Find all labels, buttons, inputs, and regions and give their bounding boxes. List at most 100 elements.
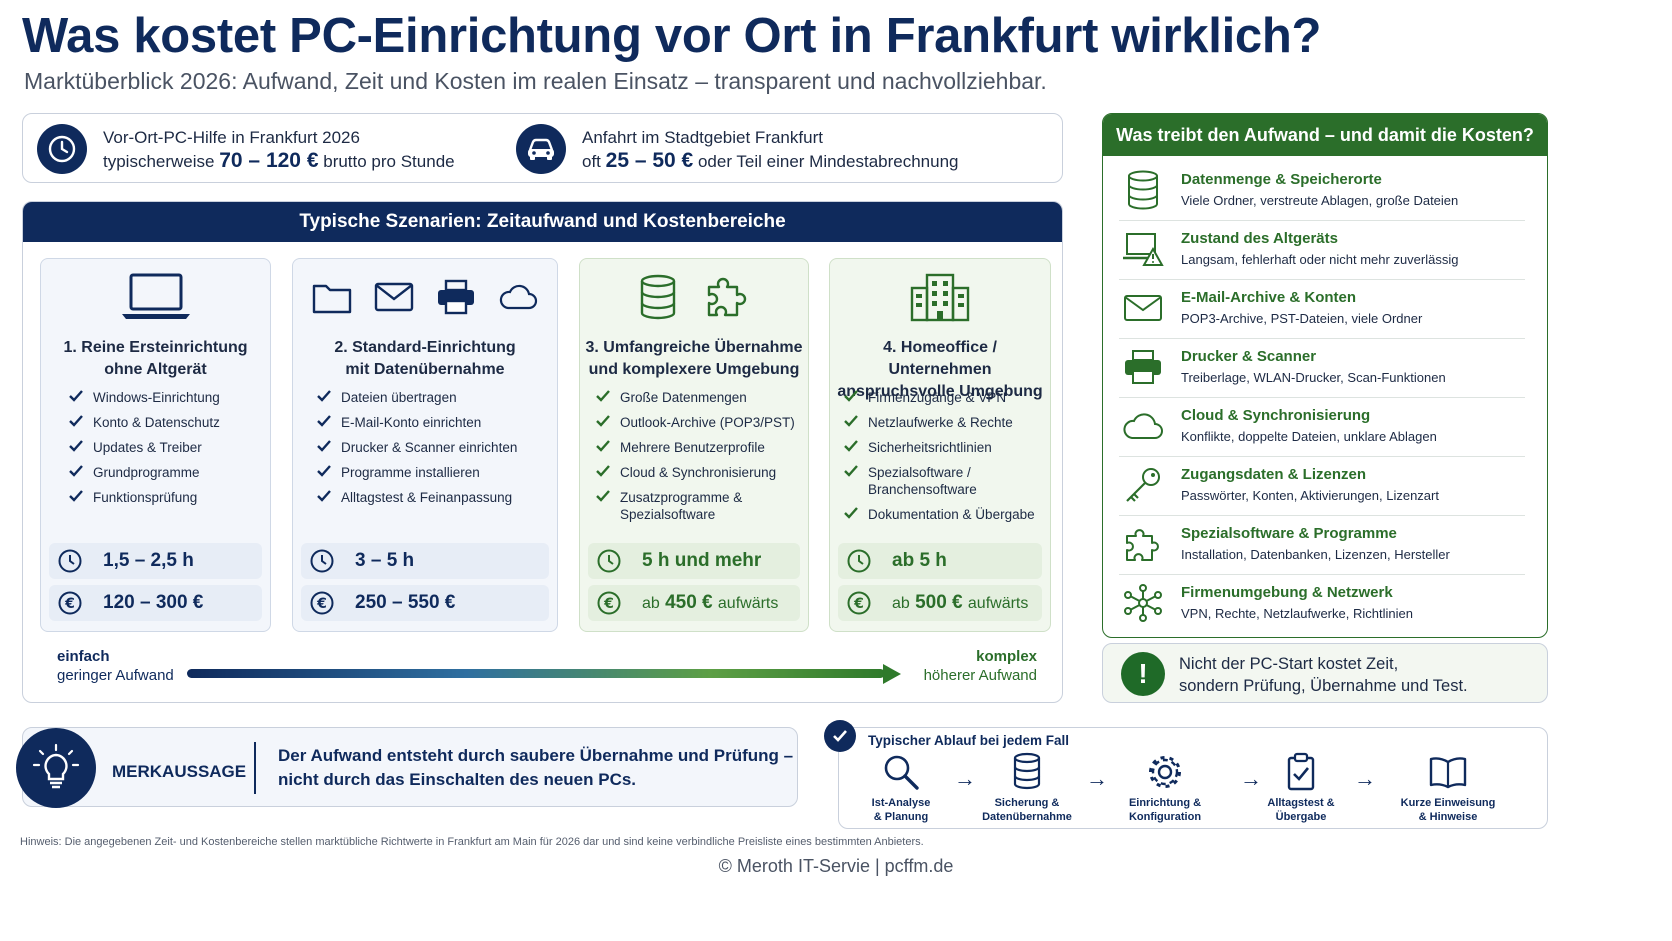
list-item: Dateien übertragen [315, 389, 551, 406]
list-item: Konto & Datenschutz [67, 414, 264, 431]
process-step: Sicherung & Datenübernahme [967, 752, 1087, 824]
car-icon [516, 124, 566, 174]
svg-text:€: € [316, 596, 327, 612]
process-flow-box [838, 727, 1548, 829]
printer-icon [438, 279, 474, 315]
search-icon [884, 755, 919, 790]
arrow-right-icon: → [1086, 766, 1108, 791]
euro-icon: € [58, 591, 82, 615]
hourly-value: 70 – 120 € [219, 148, 319, 172]
list-item: Zusatzprogramme & Spezialsoftware [594, 489, 744, 523]
clock-icon [597, 549, 621, 573]
book-icon [1429, 757, 1467, 789]
list-item: Grundprogramme [67, 464, 264, 481]
cloud-icon [1123, 413, 1163, 439]
time-estimate: 5 h und mehr [588, 543, 800, 579]
printer-icon [1125, 350, 1161, 384]
note-line2: sondern Prüfung, Übernahme und Test. [1179, 677, 1468, 695]
svg-text:€: € [64, 596, 75, 612]
database-icon [1013, 752, 1041, 790]
list-item: Mehrere Benutzerprofile [594, 439, 802, 456]
page-subtitle: Marktüberblick 2026: Aufwand, Zeit und K… [24, 68, 1047, 94]
process-step: Kurze Einweisung & Hinweise [1388, 752, 1508, 824]
svg-text:€: € [603, 596, 614, 612]
scale-right-title: komplex [976, 648, 1037, 665]
folder-icon [312, 284, 352, 314]
driver-item: Datenmenge & Speicherorte Viele Ordner, v… [1119, 162, 1525, 221]
travel-suffix: oder Teil einer Mindestabrechnung [697, 151, 959, 171]
hourly-title: Vor-Ort-PC-Hilfe in Frankfurt 2026 [103, 127, 360, 147]
clock-icon [847, 549, 871, 573]
card-title-line1: 4. Homeoffice / Unternehmen [883, 339, 997, 378]
page-title: Was kostet PC-Einrichtung vor Ort in Fra… [22, 9, 1322, 63]
driver-item: Zustand des Altgeräts Langsam, fehlerhaft… [1119, 221, 1525, 280]
list-item: Programme installieren [315, 464, 551, 481]
mail-icon [1124, 295, 1162, 321]
arrow-right-icon: → [1240, 766, 1262, 791]
clock-icon [58, 549, 82, 573]
key-statement-line1: Der Aufwand entsteht durch saubere Übern… [278, 746, 794, 765]
key-icon [1126, 468, 1160, 502]
card-title-line2: ohne Altgerät [104, 361, 207, 378]
arrow-right-icon: → [954, 766, 976, 791]
arrow-right-icon: → [1354, 766, 1376, 791]
list-item: Sicherheitsrichtlinien [842, 439, 1044, 456]
price-estimate: € 120 – 300 € [49, 585, 262, 621]
clock-icon [310, 549, 334, 573]
process-step: Ist-Analyse & Planung [841, 752, 961, 824]
scenarios-heading: Typische Szenarien: Zeitaufwand und Kost… [23, 202, 1062, 242]
clock-icon [37, 124, 87, 174]
process-title: Typischer Ablauf bei jedem Fall [868, 733, 1070, 748]
laptop-icon [121, 273, 190, 319]
divider [254, 742, 256, 794]
card-title-line2: anspruchsvolle Umgebung [837, 383, 1043, 400]
list-item: Alltagstest & Feinanpassung [315, 489, 551, 506]
scale-gradient-bar [187, 669, 885, 678]
disclaimer: Hinweis: Die angegebenen Zeit- und Koste… [20, 836, 924, 848]
key-note-box: ! Nicht der PC-Start kostet Zeit, sondern… [1102, 643, 1548, 703]
key-statement-box [22, 727, 798, 807]
hourly-prefix: typischerweise [103, 151, 215, 171]
database-icon [640, 274, 676, 320]
list-item: Spezialsoftware / Branchensoftware [842, 464, 992, 498]
euro-icon: € [597, 591, 621, 615]
building-icon [910, 273, 970, 322]
euro-icon: € [847, 591, 871, 615]
price-estimate: € 250 – 550 € [301, 585, 549, 621]
list-item: Windows-Einrichtung [67, 389, 264, 406]
note-line1: Nicht der PC-Start kostet Zeit, [1179, 655, 1399, 673]
driver-item: Firmenumgebung & Netzwerk VPN, Rechte, Ne… [1119, 575, 1525, 634]
travel-prefix: oft [582, 151, 601, 171]
key-statement-label: MERKAUSSAGE [112, 762, 247, 781]
card-title-line1: 2. Standard-Einrichtung [334, 339, 516, 356]
scale-left-sub: geringer Aufwand [57, 667, 174, 684]
hourly-rate-info: Vor-Ort-PC-Hilfe in Frankfurt 2026 typis… [37, 124, 455, 174]
check-icon [824, 720, 856, 752]
list-item: Drucker & Scanner einrichten [315, 439, 551, 456]
network-icon [1124, 584, 1162, 622]
time-estimate: 3 – 5 h [301, 543, 549, 579]
list-item: Firmenzugänge & VPN [842, 389, 1044, 406]
travel-title: Anfahrt im Stadtgebiet Frankfurt [582, 127, 823, 147]
svg-text:€: € [853, 596, 864, 612]
list-item: Netzlaufwerke & Rechte [842, 414, 1044, 431]
time-estimate: 1,5 – 2,5 h [49, 543, 262, 579]
puzzle-icon [1126, 529, 1159, 561]
database-icon [1128, 170, 1158, 210]
lightbulb-icon [16, 728, 96, 808]
gear-icon [1149, 756, 1181, 788]
scale-left-title: einfach [57, 648, 110, 665]
cost-drivers-panel: Was treibt den Aufwand – und damit die K… [1102, 113, 1548, 638]
list-item: E-Mail-Konto einrichten [315, 414, 551, 431]
driver-item: Zugangsdaten & Lizenzen Passwörter, Konte… [1119, 457, 1525, 516]
euro-icon: € [310, 591, 334, 615]
price-estimate: € ab 500 € aufwärts [838, 585, 1042, 621]
list-item: Große Datenmengen [594, 389, 802, 406]
mail-icon [374, 282, 414, 312]
cost-drivers-heading: Was treibt den Aufwand – und damit die K… [1103, 114, 1547, 156]
list-item: Funktionsprüfung [67, 489, 264, 506]
scale-right-sub: höherer Aufwand [923, 667, 1037, 684]
time-estimate: ab 5 h [838, 543, 1042, 579]
puzzle-icon [707, 277, 747, 317]
scenario-card-1: 1. Reine Ersteinrichtung ohne Altgerät Wi… [40, 258, 271, 632]
